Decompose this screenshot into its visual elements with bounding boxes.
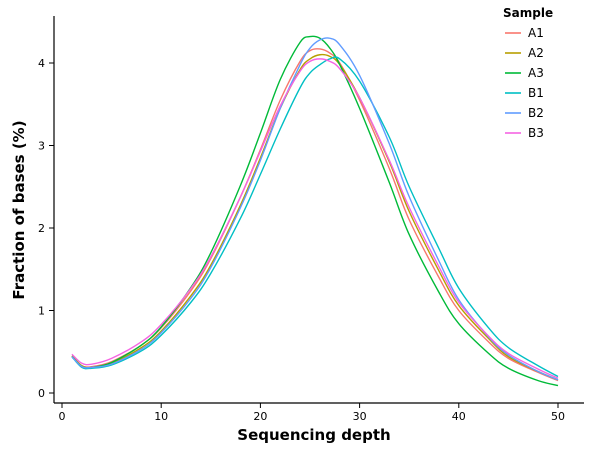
y-tick-label: 2 [38,222,45,235]
x-tick-label: 30 [353,410,367,423]
y-tick-label: 3 [38,140,45,153]
legend: Sample A1 A2 A3 B1 B2 B3 [503,6,553,140]
y-axis-title: Fraction of bases (%) [10,120,28,299]
y-tick-label: 4 [38,57,45,70]
legend-label-a3: A3 [528,66,544,80]
x-tick-label: 50 [551,410,565,423]
y-tick-label: 1 [38,305,45,318]
series-line-a2 [71,53,559,381]
x-tick-label: 10 [154,410,168,423]
series-line-a3 [71,35,559,387]
legend-label-b3: B3 [528,126,544,140]
series-line-b1 [71,56,559,378]
x-tick-label: 20 [253,410,267,423]
x-tick-label: 40 [452,410,466,423]
y-tick-label: 0 [38,387,45,400]
series-line-b2 [71,37,559,381]
series-line-b3 [71,58,559,379]
legend-label-b2: B2 [528,106,544,120]
legend-label-b1: B1 [528,86,544,100]
legend-title: Sample [503,6,553,20]
legend-label-a2: A2 [528,46,544,60]
x-axis-ticks: 0 10 20 30 40 50 [59,403,565,423]
legend-label-a1: A1 [528,26,544,40]
y-axis-ticks: 0 1 2 3 4 [38,57,54,400]
plot-series [71,35,559,387]
legend-items: A1 A2 A3 B1 B2 B3 [505,26,544,140]
x-tick-label: 0 [59,410,66,423]
x-axis-title: Sequencing depth [237,426,390,444]
series-line-a1 [71,48,559,382]
